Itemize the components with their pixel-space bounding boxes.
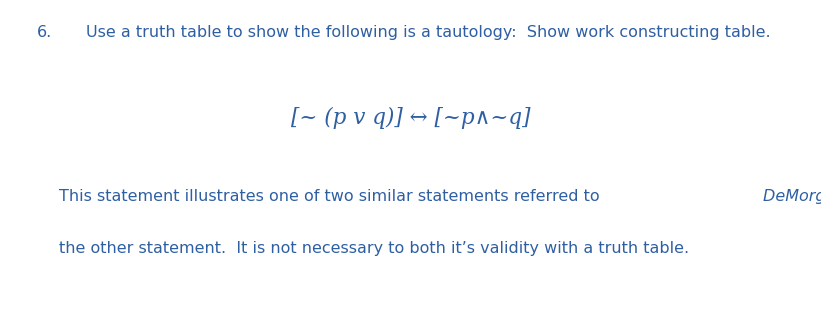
Text: DeMorgan’s Laws: DeMorgan’s Laws (764, 189, 821, 204)
Text: the other statement.  It is not necessary to both it’s validity with a truth tab: the other statement. It is not necessary… (59, 241, 690, 256)
Text: Use a truth table to show the following is a tautology:  Show work constructing : Use a truth table to show the following … (86, 25, 771, 40)
Text: [~ (p v q)] ↔ [~p∧~q]: [~ (p v q)] ↔ [~p∧~q] (291, 107, 530, 129)
Text: 6.: 6. (37, 25, 53, 40)
Text: This statement illustrates one of two similar statements referred to: This statement illustrates one of two si… (59, 189, 605, 204)
